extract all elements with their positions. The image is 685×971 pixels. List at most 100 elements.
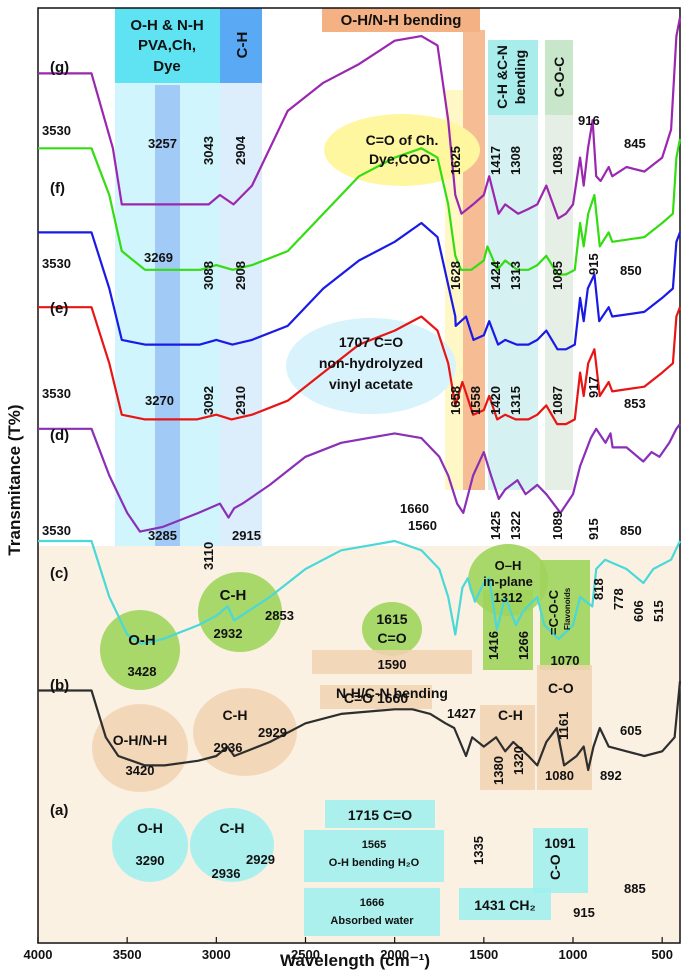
g-3530: 3530 <box>42 123 71 138</box>
b-1380: 1380 <box>491 756 506 785</box>
a-3290: 3290 <box>136 853 165 868</box>
c-2853: 2853 <box>265 608 294 623</box>
c-coc-text-2: Flavonoids <box>563 587 572 630</box>
b-1427: 1427 <box>447 706 476 721</box>
e-917: 917 <box>586 376 601 398</box>
a-oh-text: O-H <box>137 820 163 836</box>
band-ch-text: C-H <box>234 32 251 59</box>
band-chcn-text-2: bending <box>512 50 528 104</box>
a-co-text: C-O <box>547 854 563 880</box>
g-1625: 1625 <box>448 146 463 175</box>
b-co1660-box <box>320 685 432 709</box>
c-ch-circle <box>198 572 282 652</box>
x-axis-ticks: 4000 3500 3000 2500 2000 1500 1000 500 <box>24 937 673 962</box>
band-oh-nh-header <box>115 8 220 83</box>
f-1313: 1313 <box>508 261 523 290</box>
d-3530: 3530 <box>42 523 71 538</box>
c-oh-circle <box>100 610 180 690</box>
series-line-a <box>38 681 682 772</box>
a-1091: 1091 <box>544 835 575 851</box>
e-3530: 3530 <box>42 386 71 401</box>
x-axis-label: Wavelength (cm⁻¹) <box>280 951 430 970</box>
band-ohnh-bending-header <box>322 8 480 32</box>
band-oh-nh-text-3: Dye <box>153 58 181 75</box>
g-2904: 2904 <box>233 135 248 165</box>
e-2910: 2910 <box>233 386 248 415</box>
b-3420: 3420 <box>126 763 155 778</box>
a-1715: 1715 C=O <box>348 807 412 823</box>
x-tick-label-4000: 4000 <box>24 947 53 962</box>
f-915: 915 <box>586 253 601 275</box>
e-vinyl-text-2: non-hydrolyzed <box>319 355 423 371</box>
a-885: 885 <box>624 881 646 896</box>
a-1666: 1666 <box>360 897 384 909</box>
d-915: 915 <box>586 518 601 540</box>
x-tick-label-1500: 1500 <box>469 947 498 962</box>
series-f-label: (f) <box>50 180 65 197</box>
c-606: 606 <box>631 600 646 622</box>
a-1335: 1335 <box>471 836 486 865</box>
plot-frame <box>37 7 681 944</box>
a-1715-box <box>325 800 435 828</box>
d-850: 850 <box>620 523 642 538</box>
f-1424: 1424 <box>488 260 503 290</box>
e-vinyl-text-1: 1707 C=O <box>339 334 403 350</box>
b-2936: 2936 <box>214 740 243 755</box>
g-1308: 1308 <box>508 146 523 175</box>
c-515: 515 <box>651 600 666 622</box>
c-ohip-text-2: in-plane <box>483 574 533 589</box>
f-3269: 3269 <box>144 250 173 265</box>
g-1083: 1083 <box>550 146 565 175</box>
series-line-g <box>38 17 682 220</box>
a-ch-text: C-H <box>220 820 245 836</box>
f-3088: 3088 <box>201 261 216 290</box>
series-c-label: (c) <box>50 565 68 582</box>
g-co-text-1: C=O of Ch. <box>366 132 439 148</box>
g-co-text-2: Dye,COO- <box>369 151 435 167</box>
g-3257: 3257 <box>148 136 177 151</box>
d-3285: 3285 <box>148 528 177 543</box>
c-778: 778 <box>611 588 626 610</box>
f-3530: 3530 <box>42 256 71 271</box>
e-3092: 3092 <box>201 386 216 415</box>
series-g-label: (g) <box>50 59 69 76</box>
a-1666-text: Absorbed water <box>330 915 414 927</box>
c-1615: 1615 <box>376 611 407 627</box>
band-oh-nh-text-2: PVA,Ch, <box>138 37 196 54</box>
series-line-f <box>38 138 682 276</box>
band-coc-text: C-O-C <box>551 57 567 97</box>
band-ohnh-bending-text: O-H/N-H bending <box>341 12 462 29</box>
c-1312: 1312 <box>494 590 523 605</box>
b-605: 605 <box>620 723 642 738</box>
series-line-c <box>38 423 681 533</box>
a-2936: 2936 <box>212 866 241 881</box>
series-b-label: (b) <box>50 677 69 694</box>
c-oh-text: O-H <box>128 632 156 649</box>
x-tick-label-2500: 2500 <box>291 947 320 962</box>
x-tick-label-3500: 3500 <box>113 947 142 962</box>
d-1089: 1089 <box>550 511 565 540</box>
series-group <box>38 17 682 772</box>
x-tick-label-1000: 1000 <box>559 947 588 962</box>
b-1161: 1161 <box>556 712 571 740</box>
d-1425: 1425 <box>488 511 503 540</box>
d-3110: 3110 <box>201 542 216 570</box>
band-chcn-header <box>488 40 538 115</box>
b-2929: 2929 <box>258 725 287 740</box>
b-ohnh-oval <box>92 704 188 792</box>
e-vinyl-text-3: vinyl acetate <box>329 376 413 392</box>
c-coc-rect <box>540 560 590 670</box>
g-845: 845 <box>624 136 646 151</box>
x-tick-label-2000: 2000 <box>380 947 409 962</box>
b-1080: 1080 <box>545 768 574 783</box>
e-3270: 3270 <box>145 393 174 408</box>
band-coc-header <box>545 40 573 115</box>
band-co-yellow <box>445 90 463 490</box>
f-1085: 1085 <box>550 261 565 290</box>
b-892: 892 <box>600 768 622 783</box>
c-818: 818 <box>591 578 606 600</box>
band-oh-nh-text-1: O-H & N-H <box>130 17 203 34</box>
series-line-e <box>38 221 682 351</box>
e-1087: 1087 <box>550 386 565 415</box>
c-ohip-text-1: O–H <box>495 558 522 573</box>
